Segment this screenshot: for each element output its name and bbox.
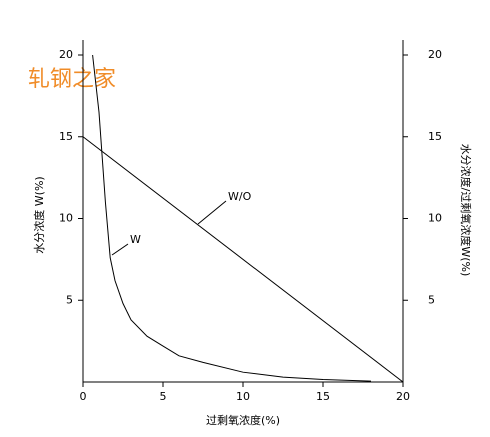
label-leader <box>197 200 227 225</box>
y-tick-label: 15 <box>59 130 73 143</box>
x-tick-label: 15 <box>316 390 330 403</box>
y2-tick-label: 10 <box>428 212 442 225</box>
y-tick-label: 5 <box>66 293 73 306</box>
x-tick-label: 10 <box>236 390 250 403</box>
series-label: W/O <box>228 190 252 203</box>
y-axis-label: 水分浓度 W(%) <box>32 176 46 253</box>
x-tick-label: 5 <box>160 390 167 403</box>
line-series <box>82 136 404 383</box>
y2-tick-label: 15 <box>428 130 442 143</box>
y2-axis-label: 水分浓度/过剩氧浓度W(%) <box>459 144 473 277</box>
y2-tick-label: 5 <box>428 293 435 306</box>
label-leader <box>111 243 129 256</box>
series-label: W <box>130 233 141 246</box>
x-tick-label: 20 <box>396 390 410 403</box>
line-series <box>92 54 372 382</box>
watermark: 轧钢之家 <box>28 67 116 92</box>
y-tick-label: 20 <box>59 48 73 61</box>
y2-tick-label: 20 <box>428 48 442 61</box>
x-tick-label: 0 <box>80 390 87 403</box>
y-tick-label: 10 <box>59 212 73 225</box>
x-axis-label: 过剩氧浓度(%) <box>206 413 280 427</box>
